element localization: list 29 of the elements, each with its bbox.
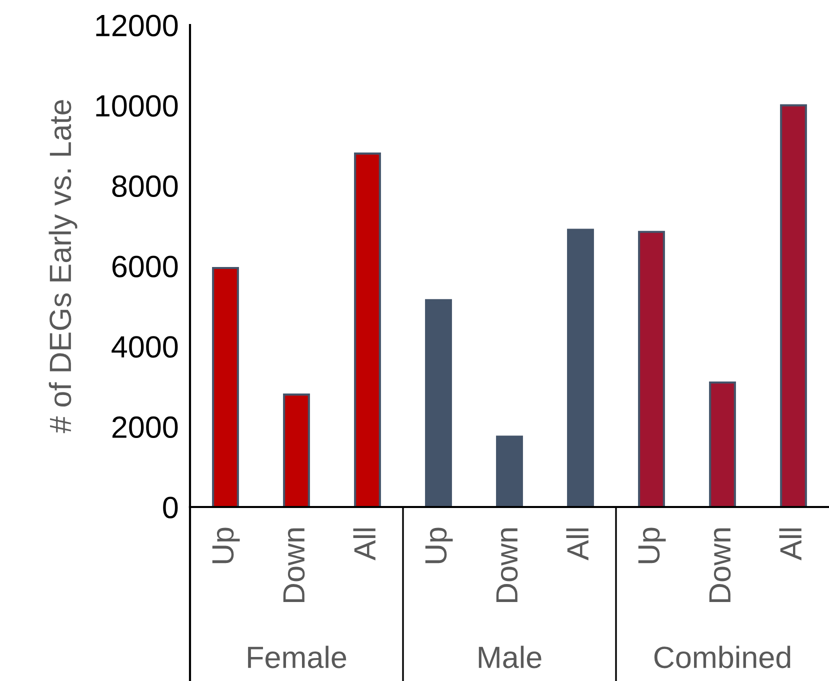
bar bbox=[496, 436, 523, 507]
bar bbox=[425, 299, 452, 507]
y-tick-label: 4000 bbox=[112, 336, 178, 358]
x-tick-label: All bbox=[566, 528, 588, 560]
y-tick-label: 6000 bbox=[112, 256, 178, 278]
bar bbox=[354, 152, 381, 507]
bar bbox=[638, 230, 665, 507]
x-tick-label: Up bbox=[425, 528, 453, 564]
y-tick-label: 12000 bbox=[96, 14, 178, 36]
y-tick-label: 2000 bbox=[112, 416, 178, 438]
y-tick-label: 0 bbox=[163, 496, 178, 518]
bar bbox=[212, 266, 239, 507]
y-tick-label: 8000 bbox=[112, 175, 178, 198]
bar bbox=[283, 393, 310, 507]
text: Female bbox=[248, 646, 346, 668]
text: Male bbox=[478, 646, 542, 668]
x-tick-label: Up bbox=[212, 528, 240, 564]
bar bbox=[567, 228, 594, 507]
y-axis-title: # of DEGs Early vs. Late bbox=[48, 100, 78, 434]
x-tick-label: All bbox=[779, 528, 802, 560]
text: Combined bbox=[654, 646, 790, 668]
x-tick-label: Down bbox=[496, 528, 518, 602]
x-tick-label: Down bbox=[283, 528, 305, 602]
x-tick-label: Up bbox=[638, 528, 666, 564]
y-tick-label: 10000 bbox=[96, 95, 178, 117]
bar bbox=[780, 104, 807, 507]
bar bbox=[709, 381, 736, 507]
x-tick-label: Down bbox=[709, 528, 731, 602]
x-tick-label: All bbox=[353, 528, 376, 560]
